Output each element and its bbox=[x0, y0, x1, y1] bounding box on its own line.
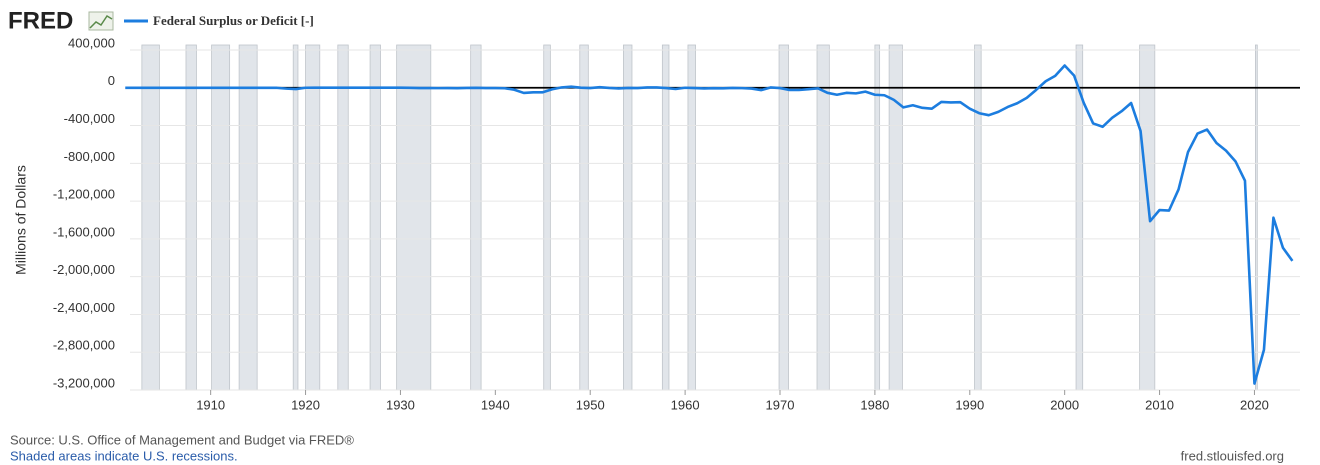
y-tick-label: 400,000 bbox=[68, 35, 115, 50]
source-note: Source: U.S. Office of Management and Bu… bbox=[10, 432, 354, 447]
x-tick-label: 2020 bbox=[1240, 397, 1269, 412]
x-tick-label: 2010 bbox=[1145, 397, 1174, 412]
recession-band bbox=[778, 44, 789, 391]
legend-label: Federal Surplus or Deficit [-] bbox=[153, 13, 314, 28]
recession-band bbox=[305, 44, 321, 391]
x-tick-label: 2000 bbox=[1050, 397, 1079, 412]
y-tick-label: -2,800,000 bbox=[53, 338, 115, 353]
x-tick-label: 1940 bbox=[481, 397, 510, 412]
site-url[interactable]: fred.stlouisfed.org bbox=[1181, 448, 1284, 463]
recession-band bbox=[543, 44, 551, 391]
y-tick-label: -2,400,000 bbox=[53, 300, 115, 315]
recession-band bbox=[874, 44, 881, 391]
y-tick-label: -400,000 bbox=[64, 111, 115, 126]
recession-band bbox=[185, 44, 197, 391]
recession-band bbox=[974, 44, 982, 391]
y-tick-label: -2,000,000 bbox=[53, 262, 115, 277]
recession-band bbox=[369, 44, 381, 391]
recession-band bbox=[687, 44, 696, 391]
x-tick-label: 1920 bbox=[291, 397, 320, 412]
y-tick-label: -1,600,000 bbox=[53, 224, 115, 239]
recession-band bbox=[623, 44, 633, 391]
logo-icon bbox=[88, 11, 114, 31]
data-line bbox=[125, 64, 1294, 385]
y-axis-title: Millions of Dollars bbox=[13, 165, 29, 275]
recession-band bbox=[337, 44, 349, 391]
recession-band bbox=[1255, 44, 1258, 391]
recession-band bbox=[579, 44, 589, 391]
x-tick-label: 1950 bbox=[576, 397, 605, 412]
logo: FRED bbox=[8, 7, 73, 34]
y-tick-label: -800,000 bbox=[64, 149, 115, 164]
recession-band bbox=[816, 44, 830, 391]
x-tick-label: 1960 bbox=[671, 397, 700, 412]
recession-band bbox=[238, 44, 258, 391]
x-tick-label: 1970 bbox=[766, 397, 795, 412]
recession-band bbox=[396, 44, 432, 391]
y-tick-label: -3,200,000 bbox=[53, 375, 115, 390]
recession-band bbox=[661, 44, 670, 391]
recession-band bbox=[292, 44, 299, 391]
y-tick-label: -1,200,000 bbox=[53, 187, 115, 202]
recession-note[interactable]: Shaded areas indicate U.S. recessions. bbox=[10, 448, 238, 463]
x-tick-label: 1980 bbox=[860, 397, 889, 412]
recession-band bbox=[888, 44, 903, 391]
x-tick-label: 1910 bbox=[196, 397, 225, 412]
x-tick-label: 1990 bbox=[955, 397, 984, 412]
recession-band bbox=[470, 44, 482, 391]
x-tick-label: 1930 bbox=[386, 397, 415, 412]
recession-band bbox=[211, 44, 231, 391]
y-tick-label: 0 bbox=[108, 73, 115, 88]
recession-band bbox=[141, 44, 160, 391]
